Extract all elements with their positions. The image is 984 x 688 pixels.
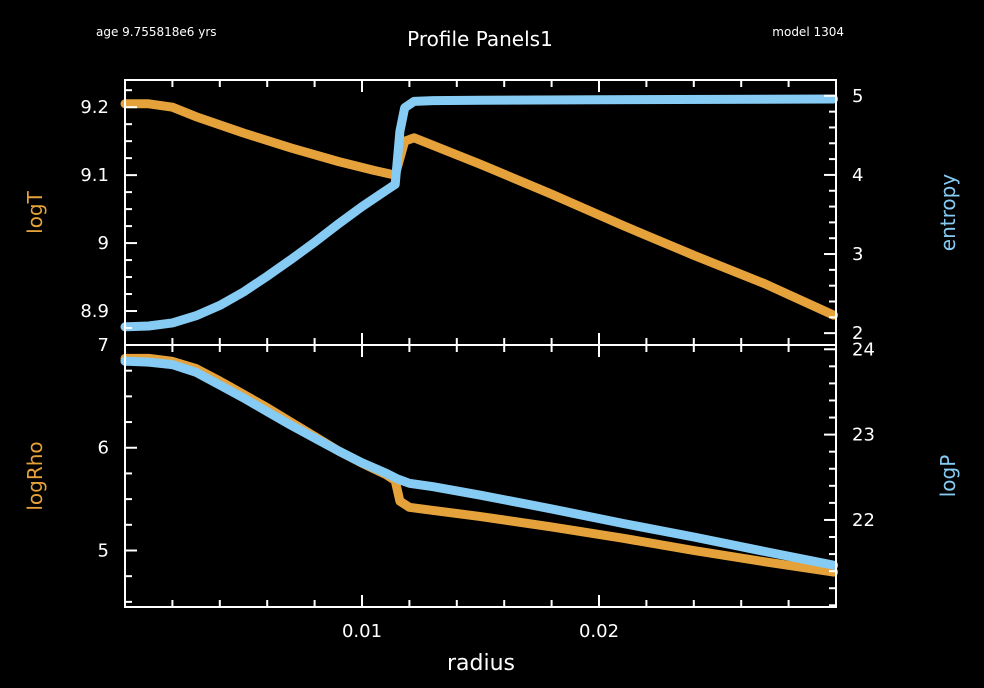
y-axis-label-right: entropy bbox=[936, 174, 960, 252]
series-bottom-logP bbox=[120, 356, 839, 570]
x-axis-label: radius bbox=[447, 651, 515, 676]
series-top-entropy bbox=[120, 94, 839, 332]
age-label: age 9.755818e6 yrs bbox=[96, 25, 217, 39]
y-axis-label-left: logT bbox=[23, 190, 47, 233]
panel-bottom: 5 6 7 22 23 24 logRho logP 0.01 0.02 bbox=[23, 335, 960, 642]
y-tick-label-left: 9 bbox=[98, 233, 109, 254]
y-tick-label-left: 6 bbox=[98, 438, 109, 459]
panel-frame-bottom bbox=[124, 344, 837, 608]
y-tick-label-right: 5 bbox=[852, 86, 863, 107]
x-tick-label: 0.02 bbox=[579, 621, 619, 642]
y-tick-label-left: 9.1 bbox=[80, 165, 109, 186]
y-tick-label-right: 3 bbox=[852, 244, 863, 265]
y-axis-label-left: logRho bbox=[23, 441, 47, 510]
y-tick-label-left: 5 bbox=[98, 540, 109, 561]
y-tick-label-right: 24 bbox=[852, 339, 875, 360]
y-tick-label-right: 22 bbox=[852, 510, 875, 531]
y-tick-label-right: 4 bbox=[852, 165, 863, 186]
model-label: model 1304 bbox=[772, 25, 844, 39]
y-tick-label-left: 7 bbox=[98, 335, 109, 356]
x-tick-label: 0.01 bbox=[342, 621, 382, 642]
figure-title: Profile Panels1 bbox=[407, 27, 553, 51]
y-tick-label-right: 2 bbox=[852, 323, 863, 344]
y-axis-label-right: logP bbox=[936, 455, 960, 498]
panel-top: 8.9 9 9.1 9.2 2 3 4 5 logT entropy bbox=[23, 79, 960, 346]
y-tick-label-left: 8.9 bbox=[80, 301, 109, 322]
y-tick-label-right: 23 bbox=[852, 425, 875, 446]
y-tick-label-left: 9.2 bbox=[80, 97, 109, 118]
